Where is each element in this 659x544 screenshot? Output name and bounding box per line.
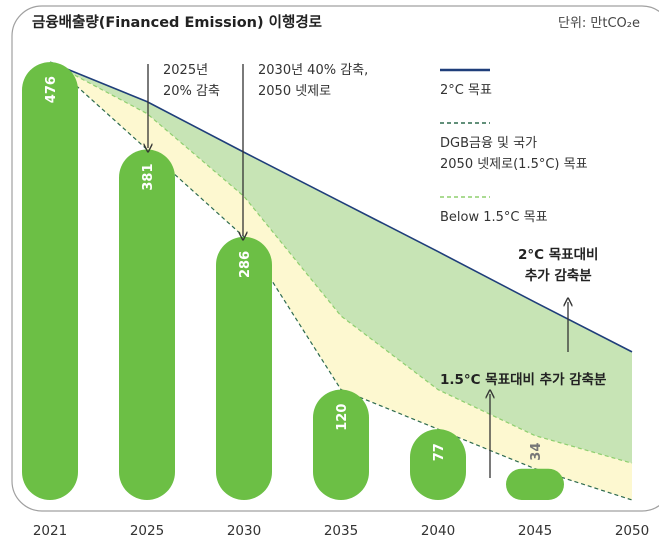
x-tick-label: 2030 [227,523,261,539]
bar [506,468,564,500]
value-label: 34 [529,443,544,461]
x-tick-label: 2021 [33,523,67,539]
x-tick-label: 2025 [130,523,164,539]
chart-title: 금융배출량(Financed Emission) 이행경로 [32,13,322,31]
x-tick-label: 2035 [324,523,358,539]
value-label: 120 [335,404,350,431]
value-label: 286 [238,251,253,278]
annotation: 2025년 20% 감축 [163,63,220,99]
annotation: 2°C 목표대비 추가 감축분 [518,247,599,284]
x-tick-label: 2050 [615,523,649,539]
legend-label: DGB금융 및 국가 2050 넷제로(1.5°C) 목표 [440,136,588,172]
bar [313,389,369,500]
bar [410,429,466,500]
x-tick-label: 2040 [421,523,455,539]
value-label: 77 [432,443,447,461]
line [49,61,633,353]
unit: 단위: 만tCO₂e [558,16,640,31]
legend-label: 2°C 목표 [440,83,492,98]
frame [11,5,659,512]
area [50,62,632,464]
bar [119,149,175,501]
legend-label: Below 1.5°C 목표 [440,210,548,225]
annotation: 1.5°C 목표대비 추가 감축분 [440,372,607,388]
area [50,62,632,500]
value-label: 381 [141,163,156,190]
bar [22,62,78,500]
annotation: 2030년 40% 감축, 2050 넷제로 [258,63,369,99]
bar [216,236,272,500]
value-label: 476 [44,76,59,103]
x-tick-label: 2045 [518,523,552,539]
